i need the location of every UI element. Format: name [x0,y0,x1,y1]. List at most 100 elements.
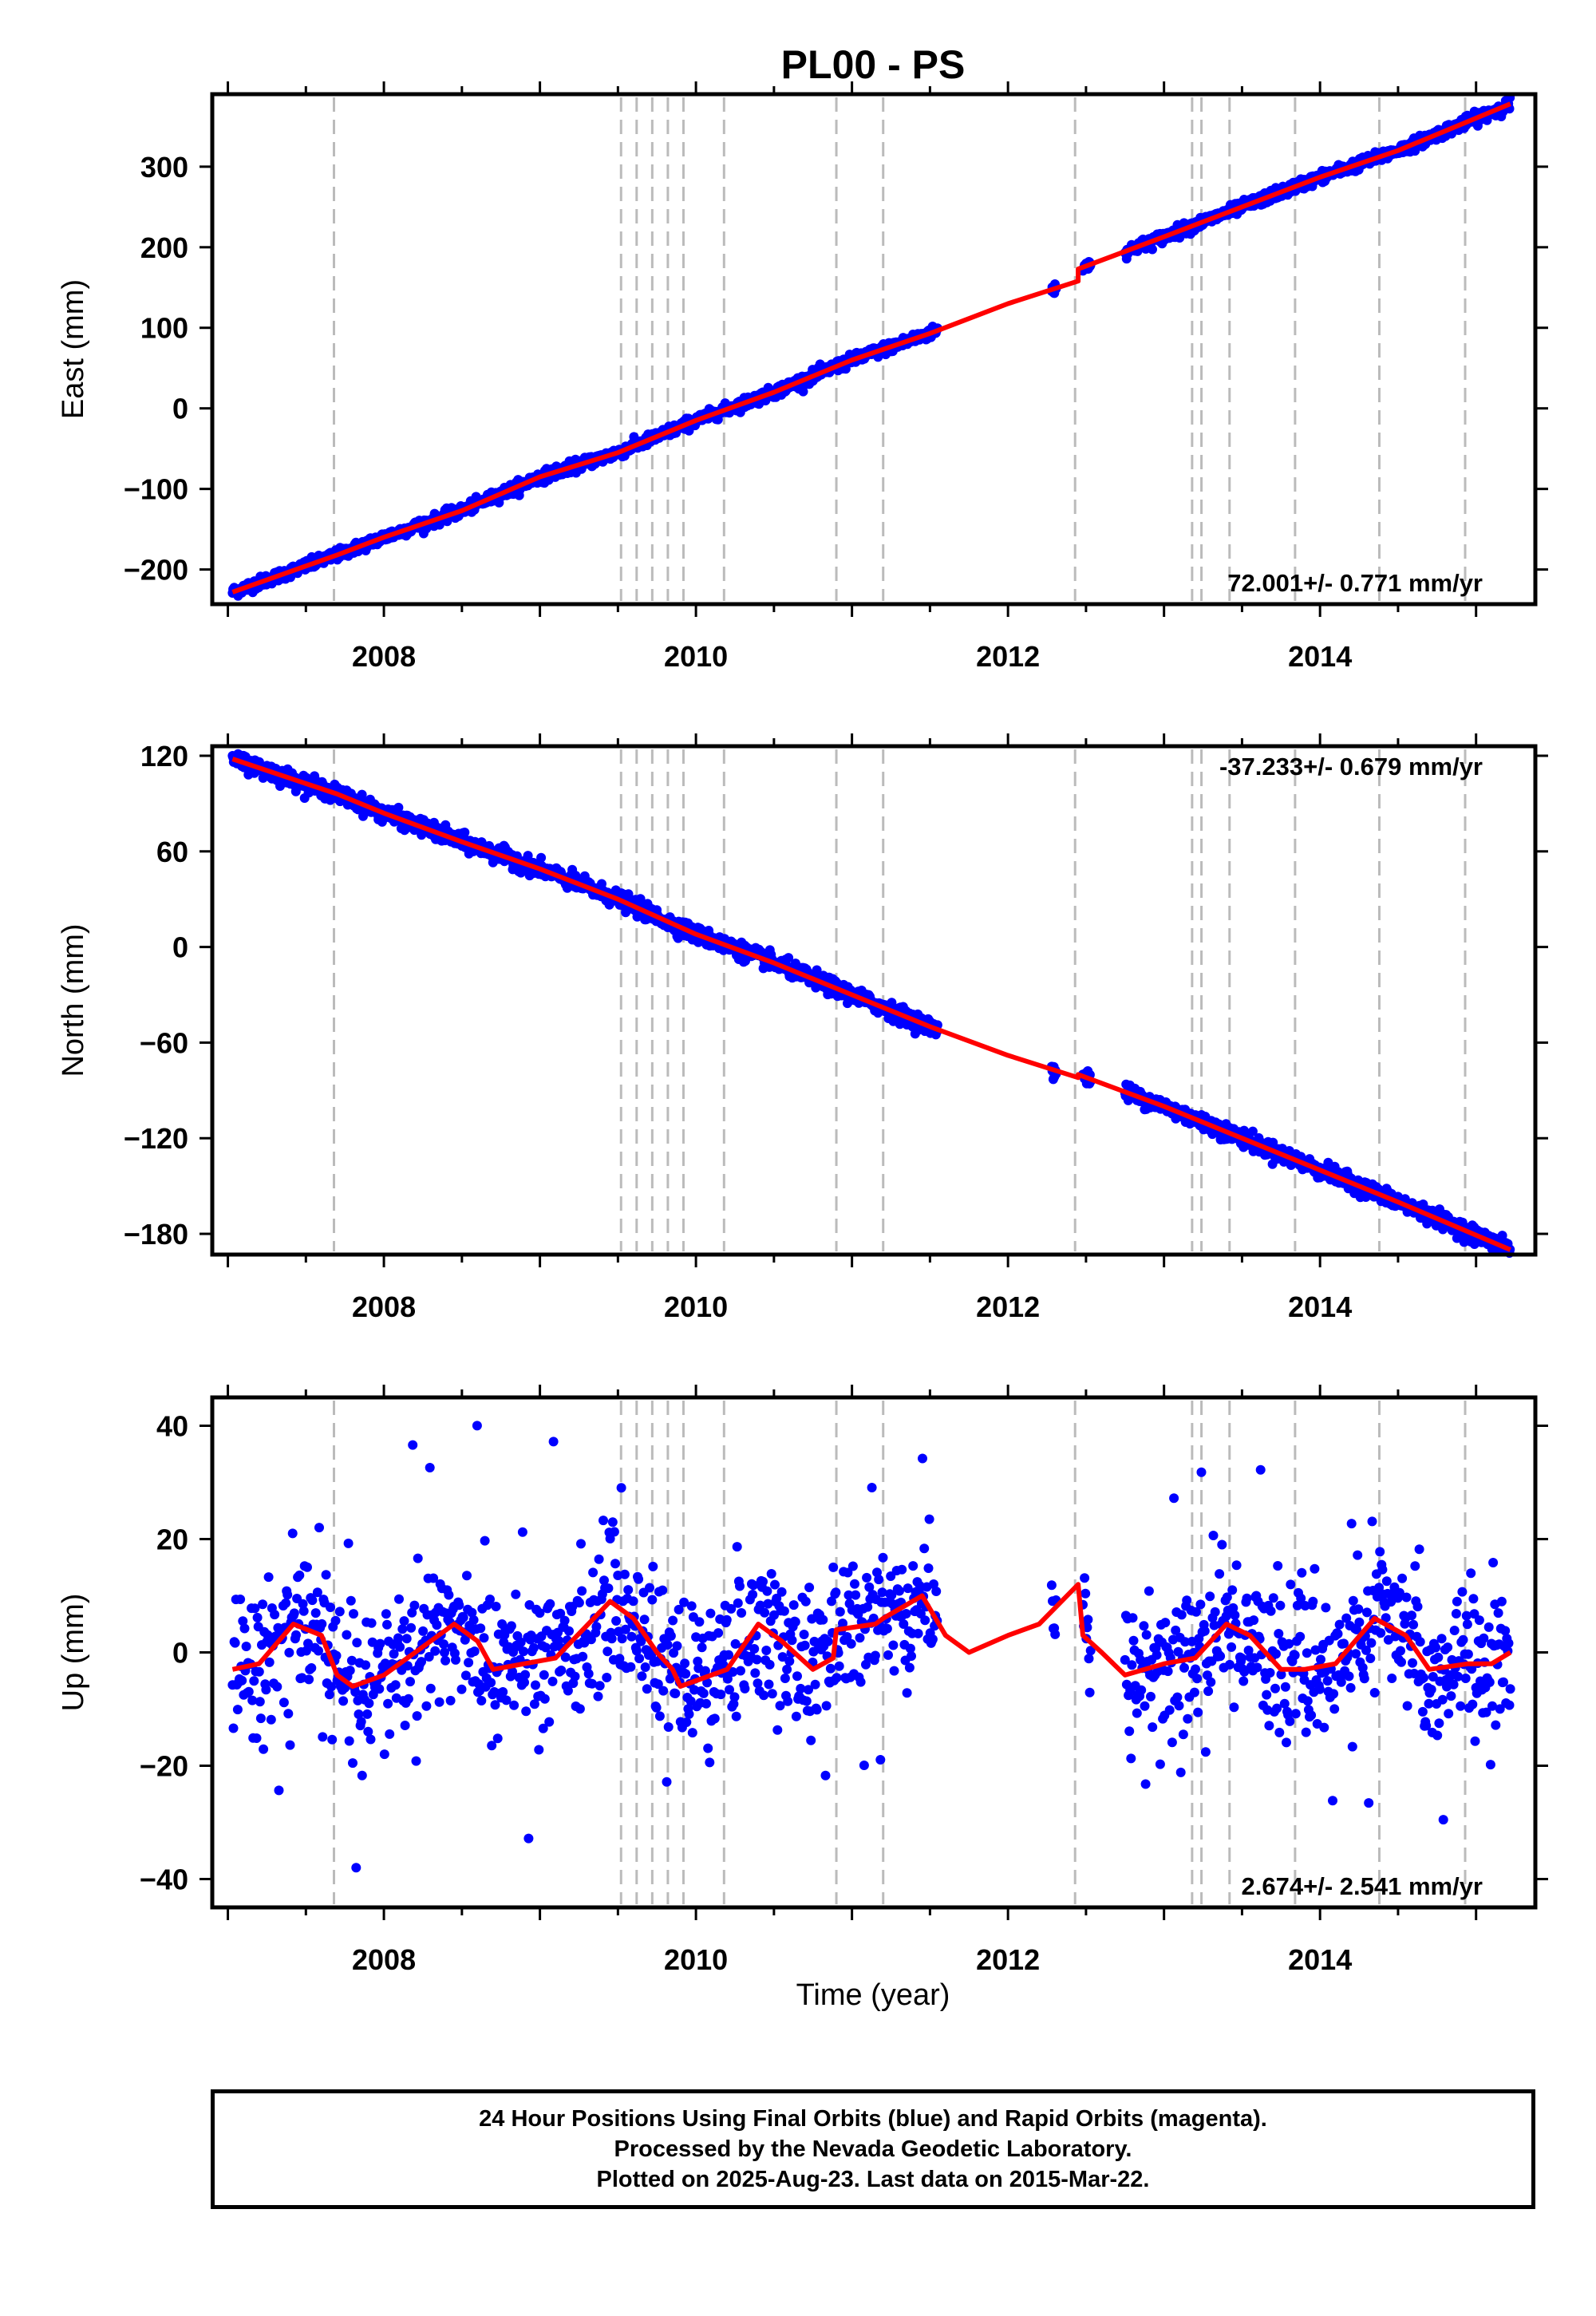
data-point [487,1741,497,1751]
data-point [617,1634,627,1644]
data-point [863,1602,873,1612]
data-point [772,1725,783,1735]
data-point [843,1590,854,1600]
data-point [764,1659,775,1670]
data-point [346,1655,357,1666]
data-point [564,1626,574,1636]
data-point [374,1684,385,1694]
data-point [846,1638,856,1649]
data-point [864,1582,875,1592]
data-point [408,1440,418,1450]
data-point [798,386,808,397]
data-point [283,1709,294,1719]
x-tick-label: 2010 [664,1290,728,1323]
data-point [237,1675,247,1686]
data-point [610,1559,620,1569]
data-point [729,1699,739,1709]
data-point [749,1580,759,1591]
data-point [517,1527,527,1537]
data-point [547,1676,558,1686]
data-point [619,1569,630,1579]
data-point [363,1726,373,1737]
data-point [301,1646,311,1656]
data-point [255,1713,266,1724]
data-point [877,1587,887,1598]
data-point [634,1574,644,1584]
data-point [432,1620,442,1630]
data-point [766,1569,776,1579]
data-point [599,1575,609,1586]
data-point [790,1617,800,1627]
data-point [464,1658,474,1668]
data-point [570,1671,580,1682]
y-tick-label: −60 [140,1026,188,1059]
data-point [847,1561,858,1571]
plot-frame [210,92,1538,607]
data-point [882,1623,892,1634]
y-tick-label: −120 [124,1122,188,1155]
y-tick-label: 60 [156,836,188,868]
data-point [356,1717,366,1727]
data-point [263,1572,274,1583]
data-point [454,1600,464,1611]
data-point [281,1598,291,1608]
data-point [602,1646,613,1657]
data-point [820,1770,831,1780]
data-point [640,1662,650,1672]
data-point [804,1685,813,1695]
data-point [255,1697,265,1707]
data-point [607,1517,618,1528]
x-tick-label: 2012 [976,1290,1040,1323]
data-point [736,1666,745,1676]
data-point [509,1700,519,1710]
data-point [750,1668,760,1678]
data-point [645,1583,654,1593]
data-point [867,1483,877,1492]
data-point [851,1590,861,1600]
data-point [681,1717,692,1727]
data-point [626,1662,636,1672]
data-point [397,1624,408,1634]
data-point [318,1732,328,1742]
data-point [519,1678,529,1688]
data-point [460,1670,471,1681]
data-point [662,1640,673,1650]
data-point [480,1535,490,1546]
y-axis-label: North (mm) [57,923,90,1077]
data-point [761,1646,772,1655]
data-point [379,1749,389,1760]
data-point [468,1614,479,1625]
data-point [520,1670,531,1680]
data-point [755,1600,765,1611]
x-tick-label: 2008 [352,640,416,673]
data-point [304,1674,314,1685]
data-point [782,1664,792,1674]
data-point [425,1463,435,1472]
data-point [425,1683,436,1694]
data-point [440,1655,451,1666]
y-tick-label: 100 [140,312,188,345]
data-point [258,1599,268,1610]
data-point [767,1689,777,1699]
data-point [302,1562,312,1572]
data-point [491,1602,501,1611]
data-point [460,828,470,837]
data-point [850,1579,859,1589]
data-point [804,1583,815,1593]
data-point [700,1666,710,1676]
data-point [698,1688,709,1698]
x-tick-label: 2014 [1288,640,1352,673]
data-point [434,1697,444,1707]
data-point [298,1599,308,1609]
data-point [721,1614,732,1625]
data-point [476,1623,486,1634]
data-point [342,1630,352,1640]
data-point [247,1695,258,1705]
data-point [492,1733,503,1744]
data-point [886,1571,896,1581]
data-point [799,1630,809,1639]
data-point [560,1652,571,1662]
data-point [456,1684,467,1694]
data-point [361,1660,371,1670]
